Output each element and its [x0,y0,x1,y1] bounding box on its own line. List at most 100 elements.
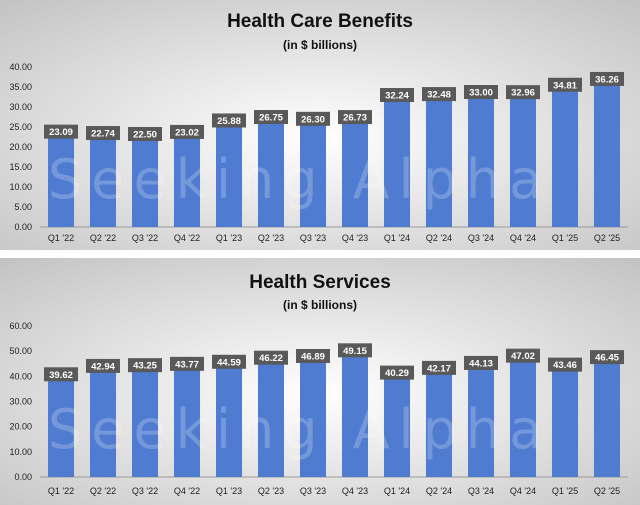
bar [551,367,579,477]
data-label-box [212,354,246,369]
data-label: 43.77 [175,359,199,370]
x-tick-label: Q2 '25 [594,233,620,243]
bar [299,121,327,227]
data-label: 26.73 [343,113,367,124]
data-label: 43.25 [133,361,157,372]
y-tick-label: 10.00 [9,447,32,457]
data-label: 42.17 [427,363,451,374]
bar [425,97,453,227]
data-label-box [86,126,120,141]
x-tick-label: Q2 '23 [258,486,284,496]
x-tick-label: Q4 '24 [510,486,536,496]
x-tick-label: Q3 '23 [300,233,326,243]
bar [47,134,75,227]
x-tick-label: Q1 '23 [216,233,242,243]
y-tick-label: 25.00 [9,122,32,132]
bar [89,136,117,227]
chart-title: Health Services [249,272,391,293]
bar [299,358,327,477]
chart-subtitle: (in $ billions) [283,38,357,52]
data-label: 42.94 [91,361,115,372]
bar [257,360,285,477]
data-label-box [170,124,204,139]
y-tick-label: 40.00 [9,371,32,381]
x-tick-label: Q3 '22 [132,233,158,243]
bar [215,123,243,227]
x-tick-label: Q3 '24 [468,486,494,496]
data-label-box [128,358,162,373]
data-label-box [422,87,456,102]
x-tick-label: Q1 '22 [48,233,74,243]
data-label: 32.96 [511,88,535,99]
y-tick-label: 50.00 [9,346,32,356]
y-tick-label: 35.00 [9,82,32,92]
data-label-box [464,85,498,99]
chart-svg: 0.00 10.00 20.00 30.00 40.00 50.00 60.00 39.62 Q… [0,258,640,505]
y-tick-label: 30.00 [9,397,32,407]
y-tick-label: 10.00 [9,182,32,192]
bar [173,134,201,227]
bar [341,120,369,227]
bar [383,98,411,227]
bar [593,81,621,228]
data-label: 40.29 [385,368,409,379]
data-label: 46.89 [301,351,325,362]
data-label-box [170,356,204,371]
data-label: 23.02 [175,127,199,138]
bar [257,120,285,227]
x-tick-label: Q3 '23 [300,486,326,496]
y-tick-label: 0.00 [14,472,32,482]
x-tick-label: Q1 '25 [552,486,578,496]
data-label: 34.81 [553,80,577,91]
data-label: 49.15 [343,346,367,357]
data-label-box [380,365,414,380]
chart-health-services: 0.00 10.00 20.00 30.00 40.00 50.00 60.00 39.62 Q… [0,258,640,505]
data-label: 36.26 [595,74,619,85]
x-tick-label: Q3 '22 [132,486,158,496]
bar [509,358,537,477]
x-tick-label: Q4 '22 [174,233,200,243]
x-tick-label: Q1 '25 [552,233,578,243]
data-label: 23.09 [49,127,73,138]
x-tick-label: Q4 '23 [342,486,368,496]
data-label: 32.48 [427,90,451,101]
x-tick-label: Q2 '23 [258,233,284,243]
data-label-box [338,110,372,125]
bar [89,368,117,477]
y-tick-label: 0.00 [14,222,32,232]
y-tick-label: 30.00 [9,102,32,112]
y-tick-label: 40.00 [9,62,32,72]
data-label-box [464,355,498,370]
x-tick-label: Q4 '22 [174,486,200,496]
x-tick-label: Q1 '24 [384,486,410,496]
data-label-box [338,343,372,358]
data-label-box [44,124,78,139]
bar [131,137,159,227]
chart-health-care-benefits: 0.00 5.00 10.00 15.00 20.00 25.00 30.00 35.00 40… [0,0,640,250]
data-label-box [44,367,78,382]
data-label: 46.45 [595,353,619,364]
bar [383,375,411,477]
bar [551,87,579,227]
data-label: 43.46 [553,360,577,371]
bar [593,360,621,477]
x-tick-label: Q2 '24 [426,233,452,243]
bar [425,370,453,477]
data-label: 44.13 [469,358,493,369]
data-label: 22.74 [91,129,115,140]
data-label: 33.00 [469,88,493,99]
y-tick-label: 20.00 [9,422,32,432]
x-tick-label: Q2 '22 [90,486,116,496]
bar [173,366,201,477]
data-label: 25.88 [217,116,241,127]
data-label-box [506,85,540,100]
watermark-text: Seeking Alpha [48,148,552,211]
x-tick-label: Q2 '22 [90,233,116,243]
x-tick-label: Q3 '24 [468,233,494,243]
bar [467,95,495,227]
data-label-box [254,350,288,365]
bar [131,368,159,477]
bar [509,95,537,227]
data-label-box [590,71,624,86]
data-label-box [296,348,330,363]
